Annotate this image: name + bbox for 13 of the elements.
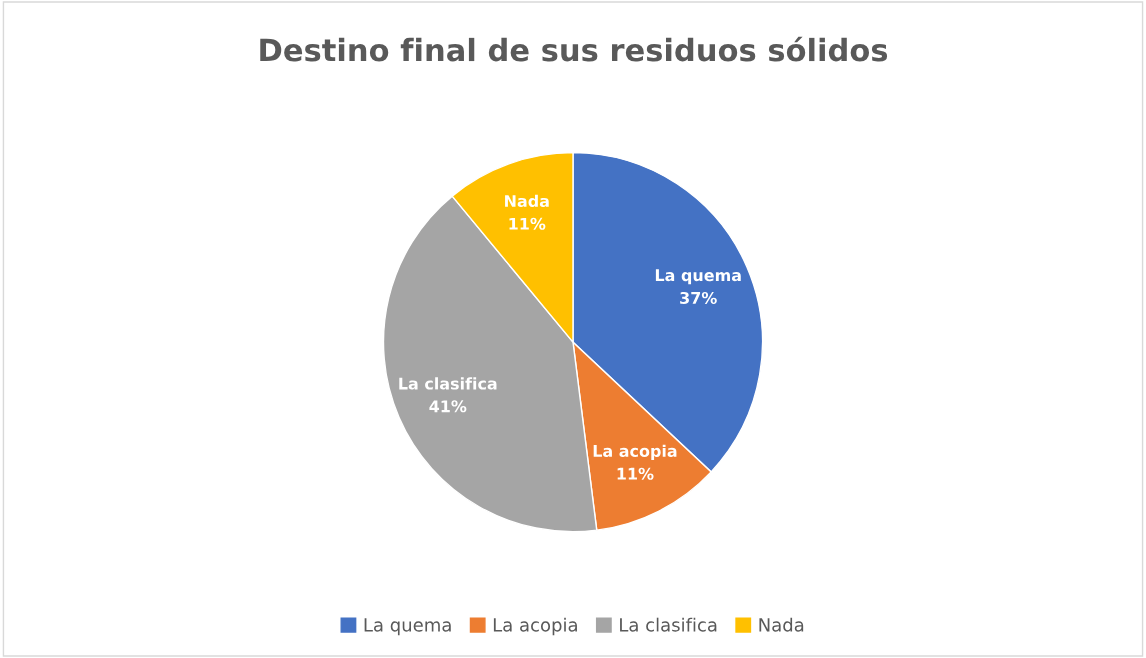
legend-label: La clasifica bbox=[620, 617, 717, 632]
legend-label: La acopia bbox=[493, 617, 577, 636]
chart-title: Destino final de sus residuos sólidos bbox=[260, 36, 888, 62]
slice-label: La acopia bbox=[593, 444, 677, 461]
slice-label: La clasifica bbox=[399, 377, 497, 390]
slice-label: La quema bbox=[655, 269, 741, 285]
data-label: 11% bbox=[617, 467, 654, 480]
data-label: 41% bbox=[429, 400, 467, 413]
slice-label: Nada bbox=[505, 194, 549, 208]
legend-label: Nada bbox=[759, 617, 804, 632]
data-label: 37% bbox=[680, 291, 717, 304]
legend-label: La quema bbox=[364, 618, 451, 636]
data-label: 11% bbox=[509, 217, 546, 230]
